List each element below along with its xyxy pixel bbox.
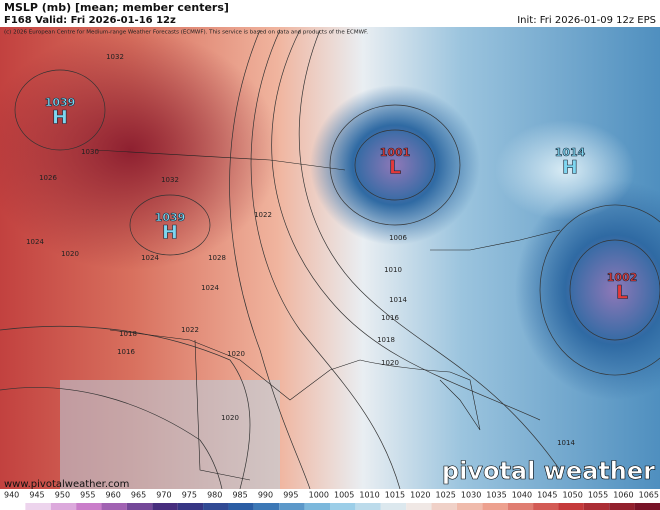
- colorbar-swatch: [126, 503, 153, 510]
- isobar-label: 1020: [381, 359, 399, 367]
- colorbar-label: 1020: [410, 491, 430, 500]
- center-value: 1002: [607, 271, 638, 284]
- colorbar-swatch: [533, 503, 559, 510]
- colorbar-swatch: [101, 503, 127, 510]
- isobar-label: 1032: [161, 176, 179, 184]
- isobar-label: 1022: [254, 211, 272, 219]
- colorbar-label: 1050: [562, 491, 582, 500]
- colorbar-swatch: [0, 503, 26, 510]
- isobar-label: 1024: [26, 238, 44, 246]
- high-shading: [0, 30, 280, 270]
- center-letter: H: [562, 157, 578, 179]
- center-value: 1014: [555, 146, 586, 159]
- valid-time: F168 Valid: Fri 2026-01-16 12z: [4, 15, 176, 26]
- colorbar-swatch: [456, 503, 483, 510]
- colorbar-label: 1035: [486, 491, 506, 500]
- center-letter: L: [389, 157, 401, 179]
- isobar-label: 1026: [39, 174, 57, 182]
- colorbar-swatch: [253, 503, 280, 510]
- colorbar-swatch: [304, 503, 330, 510]
- colorbar-swatch: [228, 503, 254, 510]
- colorbar-swatch: [25, 503, 51, 510]
- colorbar-label: 1065: [639, 491, 659, 500]
- map-title: MSLP (mb) [mean; member centers]: [4, 1, 229, 14]
- colorbar-label: 995: [283, 491, 298, 500]
- colorbar-label: 1005: [334, 491, 354, 500]
- low-shading: [310, 85, 480, 245]
- center-letter: L: [616, 282, 628, 304]
- isobar-label: 1020: [61, 250, 79, 258]
- credit: (c) 2026 European Centre for Medium-rang…: [4, 30, 368, 36]
- colorbar-label: 980: [207, 491, 222, 500]
- brand: pivotal weather: [442, 457, 655, 485]
- isobar-label: 1016: [381, 314, 399, 322]
- isobar-label: 1030: [81, 148, 99, 156]
- colorbar-swatch: [431, 503, 457, 510]
- isobar-label: 1028: [208, 254, 226, 262]
- colorbar-swatch: [507, 503, 534, 510]
- center-letter: H: [162, 222, 178, 244]
- isobar-label: 1016: [117, 348, 135, 356]
- center-value: 1039: [45, 96, 76, 109]
- isobar-label: 1010: [384, 266, 402, 274]
- isobar-label: 1014: [389, 296, 407, 304]
- colorbar-label: 990: [258, 491, 273, 500]
- colorbar-label: 1010: [359, 491, 379, 500]
- isobar-label: 1018: [119, 330, 137, 338]
- ridge-shading: [495, 120, 635, 220]
- isobar-label: 1022: [181, 326, 199, 334]
- colorbar-label: 1060: [613, 491, 633, 500]
- colorbar-label: 965: [131, 491, 146, 500]
- colorbar-label: 940: [4, 491, 19, 500]
- isobar-label: 1006: [389, 234, 407, 242]
- colorbar-label: 1000: [309, 491, 329, 500]
- colorbar-swatch: [152, 503, 178, 510]
- site-url: www.pivotalweather.com: [4, 479, 129, 490]
- colorbar-label: 1055: [588, 491, 608, 500]
- colorbar-label: 1025: [436, 491, 456, 500]
- isobar-label: 1020: [227, 350, 245, 358]
- low-shading: [515, 180, 660, 400]
- colorbar-label: 1045: [537, 491, 557, 500]
- colorbar-swatch: [380, 503, 407, 510]
- colorbar-swatch: [558, 503, 584, 510]
- pacific-shading: [60, 380, 280, 489]
- isobar-label: 1024: [201, 284, 219, 292]
- colorbar-label: 960: [106, 491, 121, 500]
- colorbar-label: 975: [182, 491, 197, 500]
- colorbar-swatch: [50, 503, 77, 510]
- isobar-label: 1024: [141, 254, 159, 262]
- borders: [94, 149, 561, 481]
- colorbar-label: 1040: [512, 491, 532, 500]
- colorbar-swatch: [609, 503, 635, 510]
- colorbar-swatch: [76, 503, 102, 510]
- isobar-label: 1014: [557, 439, 575, 447]
- colorbar-swatch: [203, 503, 229, 510]
- colorbar-swatch: [406, 503, 432, 510]
- colorbar-label: 985: [232, 491, 247, 500]
- colorbar-swatch: [355, 503, 381, 510]
- colorbar-label: 1015: [385, 491, 405, 500]
- colorbar-label: 945: [29, 491, 44, 500]
- isobar-label: 1032: [106, 53, 124, 61]
- init-time: Init: Fri 2026-01-09 12z EPS: [517, 15, 656, 26]
- isobars: [0, 29, 660, 490]
- colorbar-swatch: [279, 503, 305, 510]
- colorbar-swatch: [177, 503, 204, 510]
- colorbar-swatch: [634, 503, 660, 510]
- colorbar-swatch: [330, 503, 356, 510]
- colorbar-swatch: [583, 503, 610, 510]
- isobar-label: 1020: [221, 414, 239, 422]
- center-value: 1039: [155, 211, 186, 224]
- colorbar-label: 1030: [461, 491, 481, 500]
- colorbar-label: 950: [55, 491, 70, 500]
- colorbar-swatch: [482, 503, 508, 510]
- colorbar-label: 955: [80, 491, 95, 500]
- center-value: 1001: [380, 146, 411, 159]
- center-letter: H: [52, 107, 68, 129]
- isobar-label: 1018: [377, 336, 395, 344]
- colorbar-label: 970: [156, 491, 171, 500]
